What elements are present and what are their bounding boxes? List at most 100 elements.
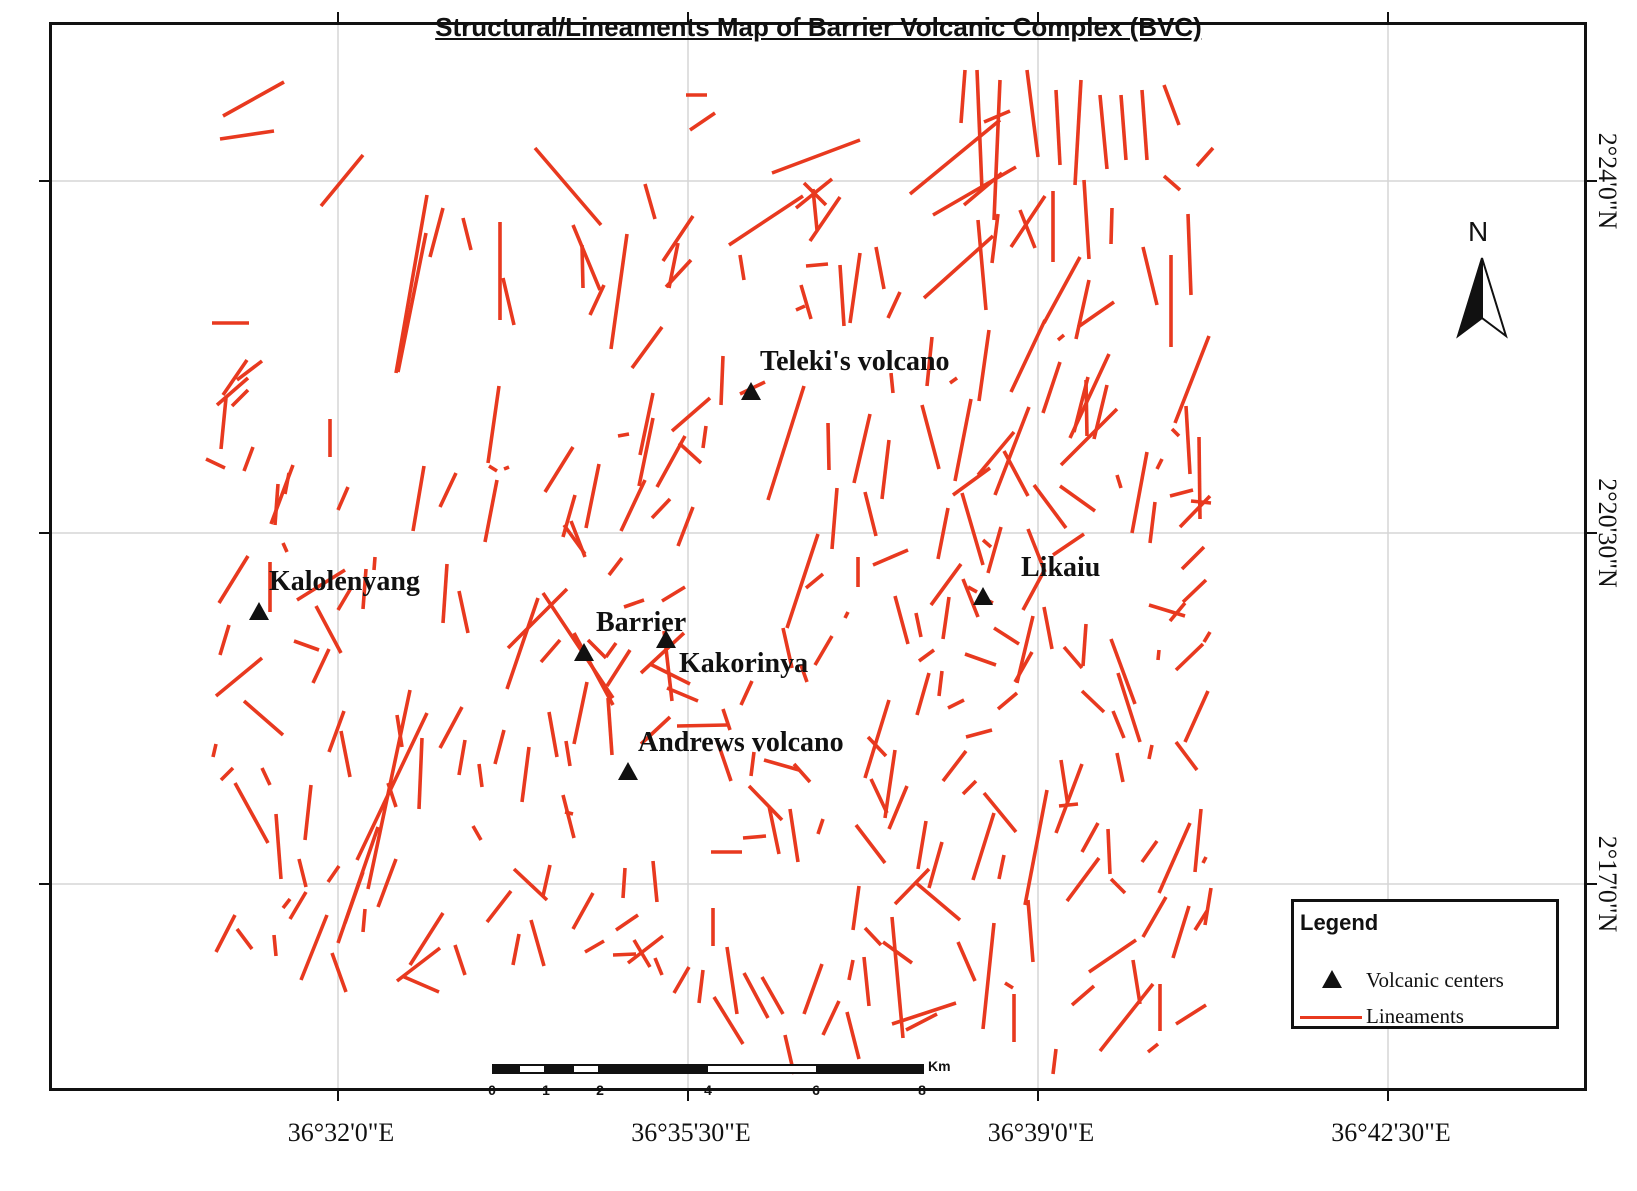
lineament-line [863, 491, 878, 537]
lineament-line [1042, 256, 1082, 324]
volcano-label: Likaiu [1021, 552, 1101, 583]
lineament-line [235, 359, 264, 382]
north-label: N [1468, 216, 1489, 247]
lineament-line [763, 758, 800, 772]
lineament-line [915, 672, 931, 716]
lineament-line [639, 631, 686, 675]
lineament-line [1162, 174, 1182, 192]
lineament-line [326, 864, 341, 884]
lineament-line [982, 791, 1018, 834]
lineament-line [457, 590, 470, 634]
lineament-line [981, 538, 993, 549]
lineament-line [1183, 690, 1210, 743]
lineament-line [441, 563, 449, 624]
lineament-line [520, 746, 531, 803]
volcano-label: Teleki's volcano [760, 346, 950, 377]
legend-item-lineaments: Lineaments [1294, 1000, 1556, 1030]
lineament-line [1018, 209, 1037, 249]
lineament-line [808, 195, 842, 243]
lineament-line [1156, 649, 1161, 661]
lineament-line [219, 766, 235, 782]
legend: Legend Volcanic centers Lineaments [1291, 899, 1559, 1029]
lineament-line [541, 864, 552, 897]
legend-label: Lineaments [1366, 1004, 1464, 1028]
lineament-line [799, 664, 809, 683]
lineament-line [847, 959, 855, 981]
lineament-line [961, 779, 978, 796]
lineament-line [1070, 984, 1096, 1007]
lineament-line [852, 413, 872, 484]
lineament-line [580, 244, 585, 289]
lineament-line [799, 284, 813, 320]
lineament-line [486, 385, 501, 464]
lineament-line [606, 697, 614, 756]
lineament-line [376, 858, 398, 908]
line-icon [1300, 1016, 1362, 1019]
lineament-line [1051, 532, 1086, 557]
lineament-line [863, 699, 891, 779]
lineament-line [651, 860, 659, 903]
lineament-line [941, 749, 968, 783]
lineament-line [893, 595, 910, 645]
lineament-line [1074, 279, 1091, 340]
lineament-line [1084, 379, 1089, 437]
triangle-icon [618, 762, 638, 780]
lineament-line [609, 233, 629, 350]
lineament-line [802, 963, 824, 1015]
lineament-line [891, 1001, 957, 1026]
lineament-line [417, 737, 424, 810]
lineament-line [221, 358, 249, 397]
lineament-line [218, 624, 231, 656]
lineament-line [461, 217, 473, 251]
lineament-line [235, 927, 254, 951]
lineament-line [1130, 451, 1149, 534]
lineament-line [630, 325, 664, 370]
lineament-line [361, 908, 367, 933]
lineament-line [742, 834, 767, 840]
lineament-line [1141, 246, 1159, 306]
lineament-line [485, 889, 513, 924]
lineament-line [1059, 759, 1070, 807]
lineament-line [372, 556, 377, 571]
lineament-line [386, 782, 398, 808]
lineament-line [1190, 499, 1212, 505]
lineament-line [219, 129, 275, 141]
lineament-line [205, 457, 226, 470]
lineament-line [293, 639, 320, 652]
lineament-line [503, 465, 510, 471]
lineament-line [951, 466, 992, 497]
lineament-line [1131, 959, 1142, 1005]
lineament-line [1148, 501, 1157, 544]
lineament-line [845, 1011, 861, 1060]
lineament-line [453, 944, 467, 976]
lineament-line [916, 820, 928, 870]
lineament-line [666, 686, 699, 703]
lineament-line [643, 183, 657, 220]
lineament-line [742, 972, 770, 1019]
volcano-markers [249, 382, 993, 780]
lineament-line [851, 885, 861, 931]
lineament-line [1170, 427, 1181, 438]
lineament-line [632, 939, 652, 968]
lineament-line [830, 487, 839, 550]
lineament-line [477, 763, 484, 788]
lineament-line [614, 913, 640, 932]
scale-unit: Km [928, 1058, 951, 1074]
lineament-line [676, 723, 728, 728]
lineament-line [319, 153, 365, 208]
lineament-line [1004, 981, 1014, 990]
lineament-line [242, 699, 285, 737]
lineament-line [214, 914, 237, 953]
lineament-line [976, 430, 1016, 477]
lineament-line [959, 69, 967, 124]
lineament-line [1013, 651, 1034, 683]
lineament-line [288, 891, 308, 920]
scale-bar [492, 1064, 924, 1074]
lineament-line [336, 486, 350, 511]
lineament-line [493, 729, 506, 765]
lineament-line [1109, 638, 1137, 705]
lineament-line [760, 976, 785, 1015]
scale-tick-label: 4 [704, 1082, 712, 1098]
lineament-line [1157, 822, 1192, 894]
triangle-icon [249, 602, 269, 620]
